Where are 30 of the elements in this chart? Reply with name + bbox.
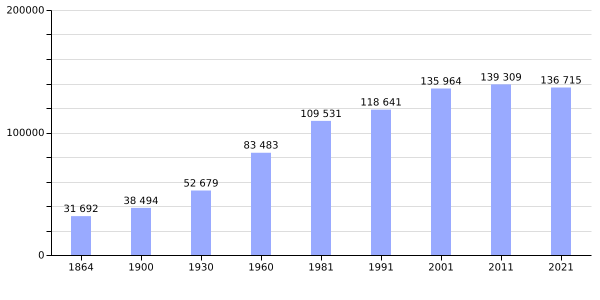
- data-label: 109 531: [300, 108, 342, 120]
- x-tick-label: 2001: [428, 262, 454, 274]
- x-tick-label: 1900: [128, 262, 154, 274]
- data-label: 118 641: [360, 98, 402, 109]
- y-tick-label: 0: [38, 250, 44, 262]
- x-tick-label: 2011: [488, 262, 514, 274]
- data-label: 83 483: [244, 140, 278, 152]
- bar: [71, 216, 91, 255]
- bar: [431, 88, 451, 255]
- data-label: 31 692: [64, 204, 98, 216]
- y-tick-label: 100000: [6, 128, 44, 139]
- bar: [251, 152, 271, 255]
- x-tick-label: 1991: [368, 262, 394, 274]
- bar: [491, 84, 511, 255]
- x-tick-label: 2021: [548, 262, 574, 274]
- data-label: 136 715: [540, 76, 582, 87]
- x-tick-label: 1864: [68, 262, 94, 274]
- x-tick-label: 1930: [188, 262, 214, 274]
- data-label: 135 964: [420, 76, 462, 88]
- data-label: 139 309: [480, 72, 522, 84]
- data-label: 52 679: [184, 178, 218, 190]
- data-label: 38 494: [124, 196, 158, 207]
- y-tick-label: 200000: [6, 6, 44, 16]
- x-tick-label: 1960: [248, 262, 274, 274]
- bar: [371, 110, 391, 255]
- bar: [131, 208, 151, 255]
- bar: [311, 120, 331, 255]
- x-tick-label: 1981: [308, 262, 334, 274]
- bar: [191, 190, 211, 255]
- bar: [551, 88, 571, 255]
